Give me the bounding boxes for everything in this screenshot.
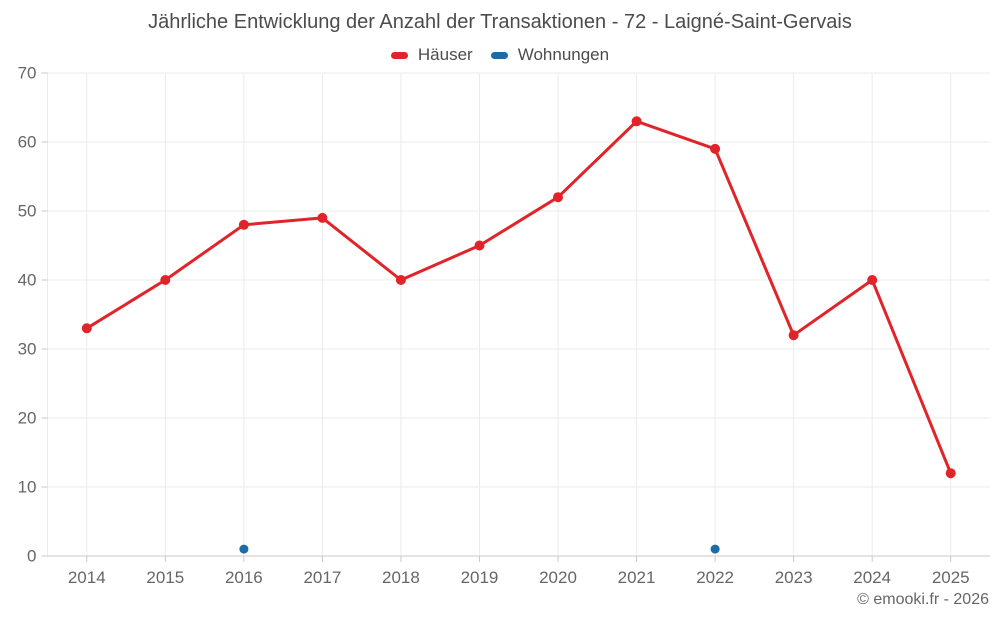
data-point-haeuser-2020[interactable] bbox=[553, 192, 563, 203]
legend-label: Häuser bbox=[417, 45, 473, 64]
x-axis-label: 2022 bbox=[696, 568, 734, 587]
data-point-haeuser-2018[interactable] bbox=[395, 275, 406, 285]
series-line-haeuser bbox=[85, 119, 953, 475]
data-point-haeuser-2024[interactable] bbox=[867, 275, 878, 285]
y-axis-label: 30 bbox=[18, 340, 37, 359]
copyright: © emooki.fr - 2026 bbox=[857, 591, 989, 608]
legend-label: Wohnungen bbox=[517, 45, 610, 64]
data-point-haeuser-2019[interactable] bbox=[474, 240, 485, 251]
x-axis-label: 2021 bbox=[618, 568, 656, 587]
data-point-haeuser-2025[interactable] bbox=[945, 468, 956, 479]
data-point-haeuser-2015[interactable] bbox=[160, 275, 171, 285]
y-axis-label: 0 bbox=[27, 547, 36, 566]
x-axis-label: 2016 bbox=[225, 568, 263, 587]
data-point-haeuser-2017[interactable] bbox=[317, 212, 328, 223]
x-axis-label: 2018 bbox=[382, 568, 420, 587]
data-point-haeuser-2021[interactable] bbox=[631, 116, 642, 127]
y-axis-label: 70 bbox=[18, 64, 37, 83]
x-axis-label: 2014 bbox=[68, 568, 106, 587]
y-axis-label: 60 bbox=[18, 133, 37, 152]
legend-item-wohnungen[interactable]: Wohnungen bbox=[490, 45, 610, 65]
x-axis-label: 2019 bbox=[461, 568, 499, 587]
y-axis-label: 20 bbox=[18, 409, 37, 428]
chart-title: Jährliche Entwicklung der Anzahl der Tra… bbox=[148, 11, 852, 33]
x-axis-label: 2025 bbox=[932, 568, 970, 587]
data-point-haeuser-2022[interactable] bbox=[710, 143, 721, 154]
data-point-wohnungen-2022[interactable] bbox=[710, 544, 720, 554]
y-axis-label: 40 bbox=[18, 271, 37, 290]
y-axis-label: 50 bbox=[18, 202, 37, 221]
x-axis-label: 2015 bbox=[146, 568, 184, 587]
data-point-haeuser-2014[interactable] bbox=[81, 323, 92, 334]
legend-swatch-haeuser bbox=[390, 51, 408, 59]
x-axis-label: 2024 bbox=[853, 568, 891, 587]
y-axis-label: 10 bbox=[18, 478, 37, 497]
data-point-haeuser-2016[interactable] bbox=[238, 219, 249, 230]
data-point-wohnungen-2016[interactable] bbox=[239, 544, 249, 554]
legend: Häuser Wohnungen bbox=[0, 45, 1000, 65]
x-axis-label: 2020 bbox=[539, 568, 577, 587]
legend-item-haeuser[interactable]: Häuser bbox=[390, 45, 473, 65]
x-axis-label: 2017 bbox=[303, 568, 341, 587]
legend-swatch-wohnungen bbox=[490, 51, 508, 59]
data-point-haeuser-2023[interactable] bbox=[788, 330, 799, 341]
x-axis-label: 2023 bbox=[775, 568, 813, 587]
